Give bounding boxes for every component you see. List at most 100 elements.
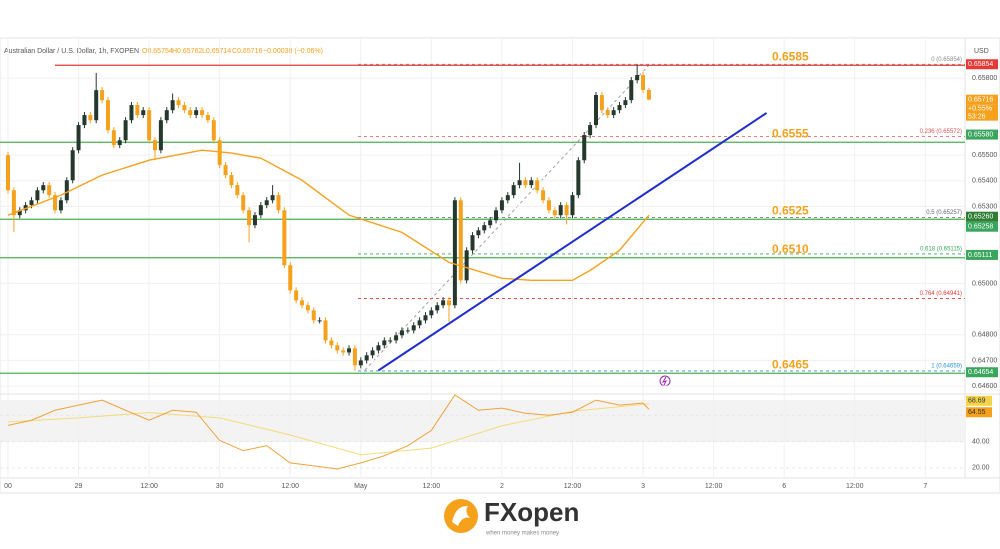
candle-body xyxy=(141,110,146,116)
level-label: 0.6585 xyxy=(772,49,809,63)
y-tick-label: 0.65300 xyxy=(972,203,997,210)
price-label-box xyxy=(966,367,998,378)
candle-body xyxy=(235,185,240,196)
candle-body xyxy=(635,75,640,81)
countdown: 53:26 xyxy=(968,114,986,121)
candle-body xyxy=(364,355,369,361)
candle-body xyxy=(588,125,593,136)
rsi-value-label: 68.69 xyxy=(968,398,986,405)
candle-body xyxy=(582,135,587,161)
rsi-value-box xyxy=(966,407,992,418)
header-symbol: Australian Dollar / U.S. Dollar, 1h, FXO… xyxy=(4,48,139,55)
candle-body xyxy=(641,75,646,90)
y-tick-label: 0.64700 xyxy=(972,357,997,364)
rsi-tick-label: 40.00 xyxy=(972,438,990,445)
y-tick-label: 0.64600 xyxy=(972,383,997,390)
candle-body xyxy=(611,110,616,116)
candle-body xyxy=(399,330,404,336)
price-label: 0.64654 xyxy=(968,369,993,376)
candle-body xyxy=(470,235,475,251)
y-tick-label: 0.65000 xyxy=(972,280,997,287)
price-label: 0.65111 xyxy=(968,252,992,259)
candle-body xyxy=(241,195,246,211)
candle-body xyxy=(35,190,40,201)
candle-body xyxy=(382,340,387,346)
candle-body xyxy=(482,225,487,231)
x-tick-label: 12:00 xyxy=(281,483,299,490)
rsi-line xyxy=(7,394,650,470)
candle-body xyxy=(300,300,304,306)
candle-body xyxy=(435,305,440,311)
candle-body xyxy=(523,180,528,186)
candle-body xyxy=(252,215,257,226)
logo-dragon xyxy=(452,505,470,526)
candle-body xyxy=(376,345,381,351)
fib-anchor-line xyxy=(364,63,651,371)
rsi-tick-label: 20.00 xyxy=(972,465,990,472)
y-tick-label: 0.65500 xyxy=(972,152,997,159)
price-label: 0.65258 xyxy=(968,224,993,231)
candle-body xyxy=(123,120,128,141)
candle-body xyxy=(541,190,546,201)
candle-body xyxy=(282,210,287,266)
candle-body xyxy=(258,205,263,216)
candle-body xyxy=(11,190,16,216)
candle-body xyxy=(82,115,87,126)
x-tick-label: 29 xyxy=(75,483,83,490)
rsi-band xyxy=(0,400,965,442)
level-label: 0.6555 xyxy=(772,126,809,140)
candle-body xyxy=(564,205,569,216)
header-low: L0.65714 xyxy=(202,48,231,55)
candle-body xyxy=(264,200,269,206)
logo: FXopen when money makes money xyxy=(444,497,579,537)
candle-body xyxy=(205,115,210,121)
x-tick-label: 12:00 xyxy=(705,483,723,490)
candle-body xyxy=(546,200,551,211)
candle-body xyxy=(129,105,134,121)
x-tick-label: 00 xyxy=(4,483,12,490)
candle-body xyxy=(64,180,69,201)
candle-body xyxy=(76,125,81,151)
candle-body xyxy=(535,180,540,191)
candle-body xyxy=(29,200,34,206)
candle-body xyxy=(335,345,340,351)
x-tick-label: 3 xyxy=(641,483,645,490)
candle-body xyxy=(423,315,428,321)
candle-body xyxy=(317,320,322,322)
candle-body xyxy=(517,180,522,186)
candle-body xyxy=(617,105,622,111)
candle-body xyxy=(411,325,416,331)
candle-body xyxy=(623,100,628,106)
candle-body xyxy=(529,180,534,186)
candle-body xyxy=(288,265,293,291)
candle-body xyxy=(329,340,334,346)
currency: USD xyxy=(974,48,989,55)
candle-body xyxy=(217,140,222,166)
candle-body xyxy=(170,100,175,111)
candle-body xyxy=(599,95,604,111)
candle-body xyxy=(158,120,163,151)
candle-body xyxy=(135,105,140,116)
x-tick-label: 2 xyxy=(500,483,504,490)
candle-body xyxy=(223,165,228,176)
candle-body xyxy=(229,175,234,186)
candle-body xyxy=(211,120,216,141)
candle-body xyxy=(417,320,422,326)
rsi-signal xyxy=(7,403,649,456)
candle-body xyxy=(552,210,557,216)
candle-body xyxy=(41,185,46,191)
candle-body xyxy=(23,205,28,211)
candle-body xyxy=(388,340,393,342)
candle-body xyxy=(447,300,451,306)
candle-body xyxy=(111,130,116,146)
candle-body xyxy=(194,110,199,116)
candle-body xyxy=(458,200,463,281)
candle-body xyxy=(270,195,275,201)
candle-body xyxy=(70,150,75,181)
candle-body xyxy=(352,348,357,366)
header-open: O0.65754 xyxy=(142,48,173,55)
x-tick-label: 30 xyxy=(216,483,224,490)
candle-body xyxy=(394,335,399,341)
fib-label: 0.5 (0.65257) xyxy=(926,210,962,216)
